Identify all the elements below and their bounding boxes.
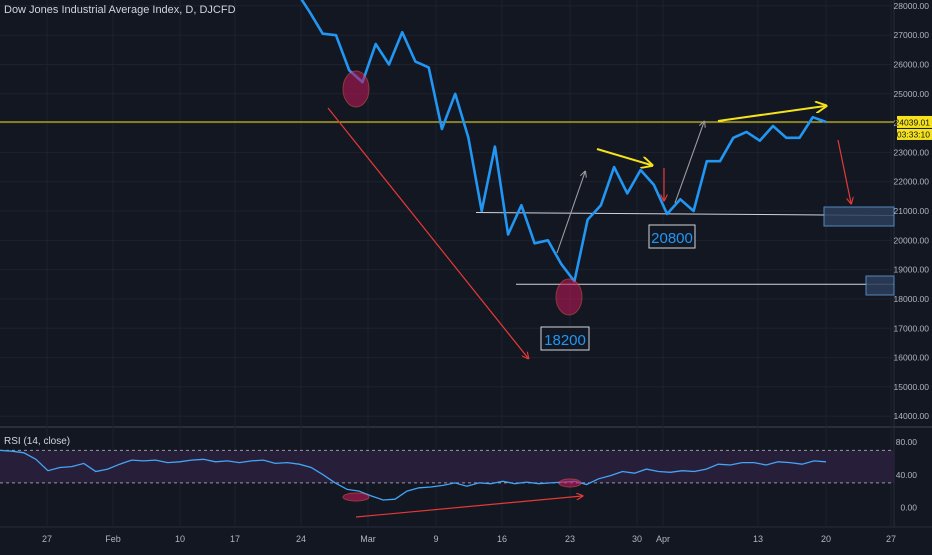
rsi-line [0, 449, 827, 501]
level-label-20800-box [648, 224, 696, 249]
time-tick-label: 30 [632, 534, 642, 544]
highlight-ellipse [555, 278, 583, 316]
trend-arrow [717, 106, 825, 122]
price-tick-label: 27000.00 [894, 30, 930, 40]
price-gridlines [0, 5, 894, 417]
chart-title: Dow Jones Industrial Average Index, D, D… [4, 4, 236, 16]
time-tick-label: 23 [565, 534, 575, 544]
price-tick-label: 14000.00 [894, 411, 930, 421]
price-tick-label: 19000.00 [894, 265, 930, 275]
time-tick-label: 27 [42, 534, 52, 544]
price-axis[interactable]: 14000.00 15000.00 16000.00 17000.00 18000.00… [894, 1, 932, 512]
price-tick-label: 17000.00 [894, 323, 930, 333]
rsi-panel [0, 449, 894, 501]
current-price-label: 24039.01 [895, 117, 931, 127]
price-tick-label: 28000.00 [894, 1, 930, 11]
level-label-18200-box [540, 326, 590, 351]
rsi-indicator-label[interactable]: RSI (14, close) [4, 436, 71, 447]
trend-arrow [327, 107, 528, 358]
time-tick-label: 10 [175, 534, 185, 544]
time-tick-label: 17 [230, 534, 240, 544]
support-zone-box [823, 206, 895, 227]
trend-arrow [674, 122, 704, 204]
price-tick-label: 20000.00 [894, 235, 930, 245]
trend-arrow [596, 148, 651, 165]
annotations: 18200 20800 [327, 70, 851, 518]
time-tick-label: 24 [296, 534, 306, 544]
highlight-ellipse [342, 492, 370, 502]
level-label-18200: 18200 [544, 332, 586, 349]
price-tick-label: 15000.00 [894, 382, 930, 392]
trend-arrow [355, 496, 582, 518]
time-tick-label: Feb [105, 534, 121, 544]
support-lines [0, 121, 895, 296]
price-tick-label: 18000.00 [894, 294, 930, 304]
trend-arrow [556, 172, 585, 254]
time-tick-label: 16 [497, 534, 507, 544]
time-tick-label: Apr [656, 534, 670, 544]
highlight-ellipse [342, 70, 370, 108]
time-tick-label: 27 [886, 534, 896, 544]
trend-arrow [837, 139, 851, 203]
time-axis[interactable]: 27 Feb 10 17 24 Mar 9 16 23 30 Apr 13 20 27 [42, 534, 896, 544]
rsi-tick-label: 0.00 [900, 502, 917, 512]
countdown-badge [897, 128, 932, 140]
price-series [300, 0, 827, 283]
time-tick-label: 13 [753, 534, 763, 544]
price-line [300, 0, 827, 283]
highlight-ellipse [558, 478, 582, 488]
time-tick-label: 20 [821, 534, 831, 544]
rsi-band [0, 450, 894, 483]
rsi-tick-label: 40.00 [896, 470, 918, 480]
price-tick-label: 16000.00 [894, 353, 930, 363]
price-tick-label: 23000.00 [894, 147, 930, 157]
price-tick-label: 22000.00 [894, 177, 930, 187]
rsi-tick-label: 80.00 [896, 437, 918, 447]
support-zone-box [865, 275, 895, 296]
level-label-20800: 20800 [651, 230, 693, 247]
price-tick-label: 21000.00 [894, 206, 930, 216]
price-tick-label: 25000.00 [894, 89, 930, 99]
time-tick-label: Mar [360, 534, 376, 544]
current-price-badge [897, 115, 932, 128]
time-tick-label: 9 [433, 534, 438, 544]
price-tick-label: 26000.00 [894, 59, 930, 69]
countdown-label: 03:33:10 [897, 129, 930, 139]
